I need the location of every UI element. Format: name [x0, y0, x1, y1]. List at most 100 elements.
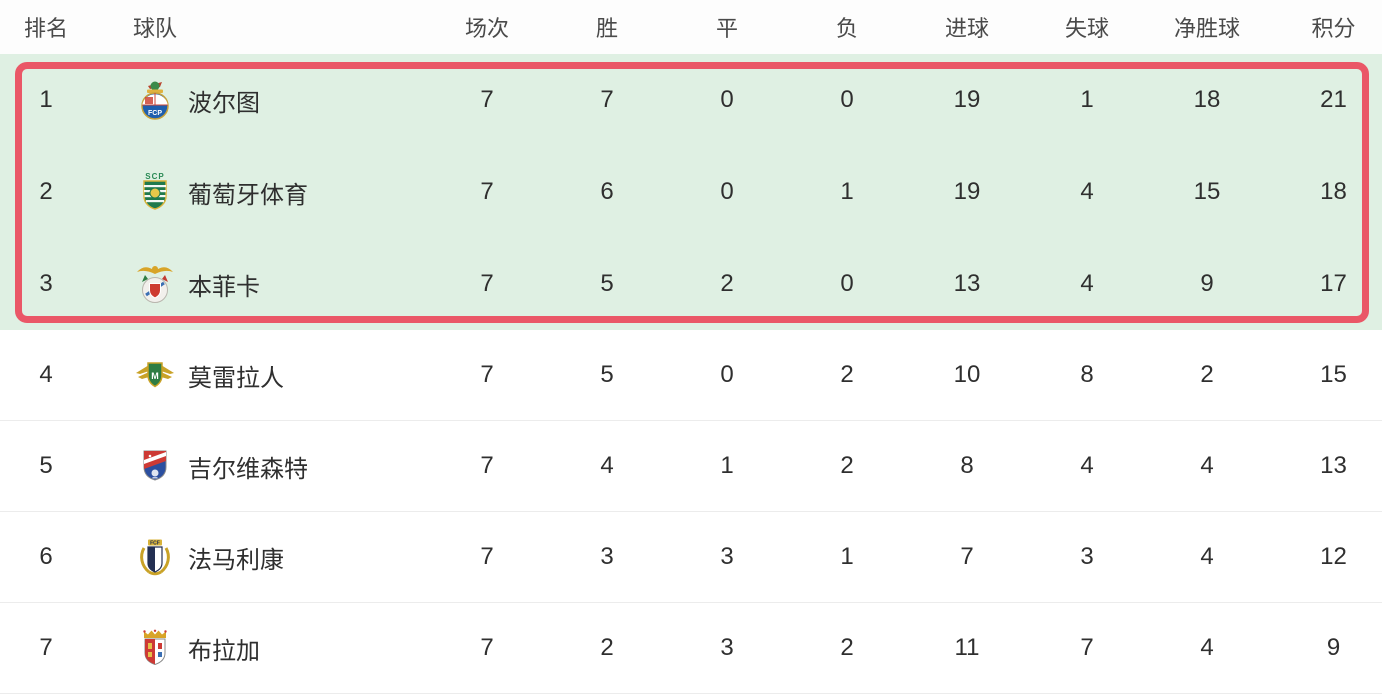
team-name: 布拉加 — [188, 637, 260, 665]
won-cell: 5 — [600, 270, 614, 297]
team-cell: M 莫雷拉人 — [92, 353, 427, 397]
team-name: 法马利康 — [188, 546, 284, 574]
lost-cell: 0 — [840, 86, 854, 113]
header-goals-against: 失球 — [1064, 16, 1109, 41]
points-cell: 9 — [1326, 634, 1341, 661]
played-cell: 7 — [480, 86, 494, 113]
won-cell: 5 — [600, 361, 614, 388]
gilvicente-logo-icon — [135, 444, 175, 488]
points-cell: 18 — [1320, 178, 1347, 205]
benfica-logo-icon — [135, 262, 175, 306]
lost-cell: 0 — [840, 270, 854, 297]
moreirense-logo-icon: M — [135, 353, 175, 397]
header-drawn: 平 — [715, 16, 738, 41]
points-cell: 15 — [1320, 361, 1347, 388]
table-row[interactable]: 1 FCP 波尔图 7 7 0 — [0, 54, 1382, 146]
played-cell: 7 — [480, 452, 494, 479]
svg-text:FCF: FCF — [150, 541, 160, 547]
team-name: 葡萄牙体育 — [188, 181, 308, 209]
rank-cell: 2 — [39, 178, 53, 205]
won-cell: 6 — [600, 178, 614, 205]
rank-cell: 6 — [39, 543, 53, 570]
goals-for-cell: 11 — [954, 634, 980, 661]
goals-against-cell: 4 — [1080, 452, 1094, 479]
drawn-cell: 3 — [720, 634, 734, 661]
goals-for-cell: 7 — [960, 543, 974, 570]
header-points: 积分 — [1311, 16, 1356, 41]
team-name: 波尔图 — [188, 89, 260, 117]
lost-cell: 1 — [840, 543, 854, 570]
team-cell: 布拉加 — [92, 626, 427, 670]
team-name: 吉尔维森特 — [188, 455, 308, 483]
rank-cell: 7 — [39, 634, 53, 661]
drawn-cell: 3 — [720, 543, 734, 570]
points-cell: 12 — [1320, 543, 1347, 570]
goal-diff-cell: 2 — [1200, 361, 1214, 388]
famalicao-logo-icon: FCF — [135, 535, 175, 579]
team-cell: FCP 波尔图 — [92, 78, 427, 122]
goals-against-cell: 4 — [1080, 270, 1094, 297]
goals-for-cell: 13 — [953, 270, 981, 297]
rank-cell: 1 — [39, 86, 53, 113]
played-cell: 7 — [480, 178, 494, 205]
drawn-cell: 0 — [720, 361, 734, 388]
team-cell: 本菲卡 — [92, 262, 427, 306]
won-cell: 7 — [600, 86, 614, 113]
won-cell: 4 — [600, 452, 614, 479]
goals-against-cell: 3 — [1080, 543, 1094, 570]
points-cell: 21 — [1320, 86, 1347, 113]
header-goal-diff: 净胜球 — [1173, 16, 1240, 41]
header-rank: 排名 — [23, 16, 68, 41]
table-row[interactable]: 5 吉尔维森特 7 4 1 2 8 4 4 13 — [0, 421, 1382, 512]
goal-diff-cell: 4 — [1200, 452, 1214, 479]
table-row[interactable]: 6 FCF 法马利康 7 3 3 1 7 3 4 12 — [0, 512, 1382, 603]
lost-cell: 2 — [840, 361, 854, 388]
header-won: 胜 — [595, 16, 618, 41]
header-lost: 负 — [835, 16, 858, 41]
table-row[interactable]: 7 布拉加 7 2 3 2 11 7 — [0, 603, 1382, 694]
drawn-cell: 0 — [720, 178, 734, 205]
drawn-cell: 1 — [720, 452, 734, 479]
header-played: 场次 — [464, 16, 509, 41]
drawn-cell: 0 — [720, 86, 734, 113]
braga-logo-icon — [135, 626, 175, 670]
goal-diff-cell: 18 — [1193, 86, 1221, 113]
team-cell: FCF 法马利康 — [92, 535, 427, 579]
won-cell: 2 — [600, 634, 614, 661]
table-row[interactable]: 4 M 莫雷拉人 7 5 0 2 10 8 2 15 — [0, 330, 1382, 421]
rank-cell: 4 — [39, 361, 53, 388]
team-name: 莫雷拉人 — [188, 364, 284, 392]
goals-for-cell: 10 — [953, 361, 981, 388]
points-cell: 13 — [1320, 452, 1347, 479]
lost-cell: 1 — [840, 178, 854, 205]
svg-text:M: M — [151, 371, 159, 381]
points-cell: 17 — [1320, 270, 1347, 297]
team-name: 本菲卡 — [188, 273, 260, 301]
goals-against-cell: 8 — [1080, 361, 1094, 388]
header-goals-for: 进球 — [944, 16, 989, 41]
goal-diff-cell: 15 — [1193, 178, 1221, 205]
lost-cell: 2 — [840, 634, 854, 661]
goal-diff-cell: 4 — [1200, 634, 1214, 661]
header-team: 球队 — [133, 16, 178, 41]
top3-highlight-zone: 1 FCP 波尔图 7 7 0 — [0, 54, 1382, 330]
goal-diff-cell: 9 — [1200, 270, 1214, 297]
lost-cell: 2 — [840, 452, 854, 479]
won-cell: 3 — [600, 543, 614, 570]
table-header-row: 排名 球队 场次 胜 平 负 进球 失球 净胜球 积分 — [0, 0, 1382, 54]
goal-diff-cell: 4 — [1200, 543, 1214, 570]
rank-cell: 5 — [39, 452, 53, 479]
played-cell: 7 — [480, 543, 494, 570]
porto-logo-icon: FCP — [135, 78, 175, 122]
sporting-logo-icon: SCP — [135, 170, 175, 214]
played-cell: 7 — [480, 634, 494, 661]
goals-against-cell: 7 — [1080, 634, 1094, 661]
team-cell: SCP 葡萄牙体育 — [92, 170, 427, 214]
played-cell: 7 — [480, 270, 494, 297]
goals-for-cell: 8 — [960, 452, 974, 479]
table-row[interactable]: 2 SCP 葡萄牙体育 7 6 0 1 — [0, 146, 1382, 238]
drawn-cell: 2 — [720, 270, 734, 297]
svg-text:SCP: SCP — [145, 172, 164, 181]
table-row[interactable]: 3 本菲卡 7 5 2 0 13 — [0, 238, 1382, 330]
played-cell: 7 — [480, 361, 494, 388]
